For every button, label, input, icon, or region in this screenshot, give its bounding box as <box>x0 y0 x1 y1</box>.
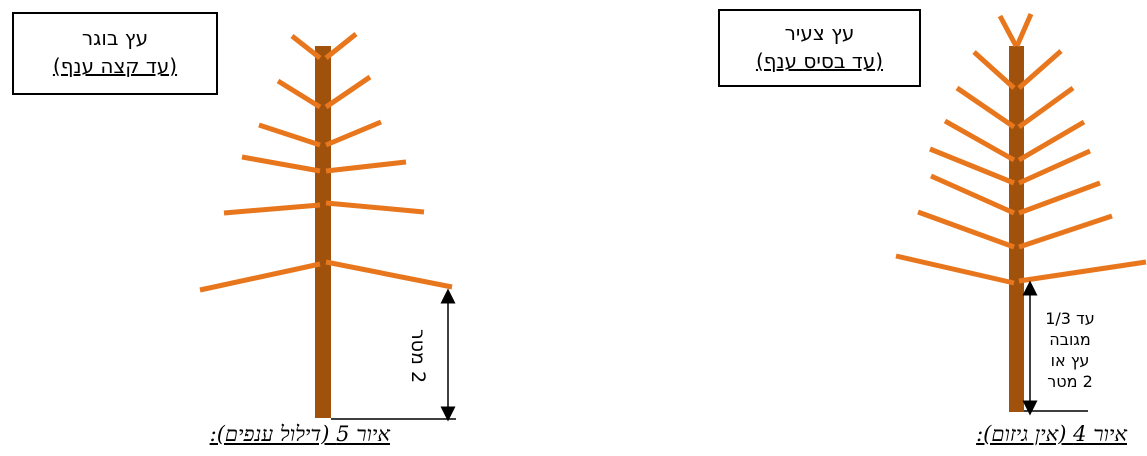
mature-tree-branches <box>199 32 453 293</box>
mature-tree-height-label: 2 מטר <box>407 328 429 384</box>
height-line-2: מגובה <box>1049 330 1091 349</box>
branch <box>955 85 1016 130</box>
mature-tree <box>199 32 456 422</box>
branch <box>325 159 407 174</box>
young-tree-title: עץ צעיר <box>784 21 855 45</box>
figure-4-caption: איור 4 (אין גיזום): <box>976 422 1127 446</box>
branch <box>325 119 382 148</box>
branch <box>258 122 321 148</box>
young-tree-height-label: עד 1/3 מגובה עץ או 2 מטר <box>1038 308 1102 392</box>
branch <box>1018 213 1113 250</box>
branch <box>929 146 1015 186</box>
branch <box>929 173 1016 216</box>
branch <box>325 200 425 215</box>
young-tree <box>895 12 1147 416</box>
mature-tree-subtitle: (עד קצה ענף) <box>52 54 178 78</box>
branch <box>1017 119 1086 163</box>
branch <box>1017 49 1063 90</box>
branch <box>917 209 1015 250</box>
young-tree-trunk <box>1009 46 1024 412</box>
branch <box>972 50 1016 90</box>
mature-tree-label: עץ בוגר (עד קצה ענף) <box>12 12 218 95</box>
branch <box>895 253 1015 286</box>
branch <box>1014 12 1034 48</box>
branch <box>1017 85 1075 130</box>
figure-5-caption: איור 5 (דילול ענפים): <box>209 422 390 446</box>
branch <box>241 154 321 174</box>
young-tree-subtitle: (עד בסיס ענף) <box>755 49 884 73</box>
branch <box>1018 259 1147 284</box>
branch <box>324 32 358 60</box>
height-line-4: 2 מטר <box>1047 372 1093 391</box>
branch <box>223 202 321 216</box>
young-tree-branches <box>895 12 1147 286</box>
branch <box>324 74 372 110</box>
branch <box>199 261 321 293</box>
height-line-1: עד 1/3 <box>1045 309 1095 328</box>
branch <box>1018 180 1101 216</box>
height-line-3: עץ או <box>1050 351 1090 370</box>
branch <box>276 78 322 110</box>
branch <box>290 34 322 60</box>
mature-tree-title: עץ בוגר <box>81 26 149 50</box>
branch <box>1017 148 1092 186</box>
branch <box>325 259 453 290</box>
young-tree-label: עץ צעיר (עד בסיס ענף) <box>718 9 921 87</box>
mature-tree-trunk <box>315 46 331 418</box>
branch <box>943 118 1016 163</box>
branch <box>997 14 1019 48</box>
